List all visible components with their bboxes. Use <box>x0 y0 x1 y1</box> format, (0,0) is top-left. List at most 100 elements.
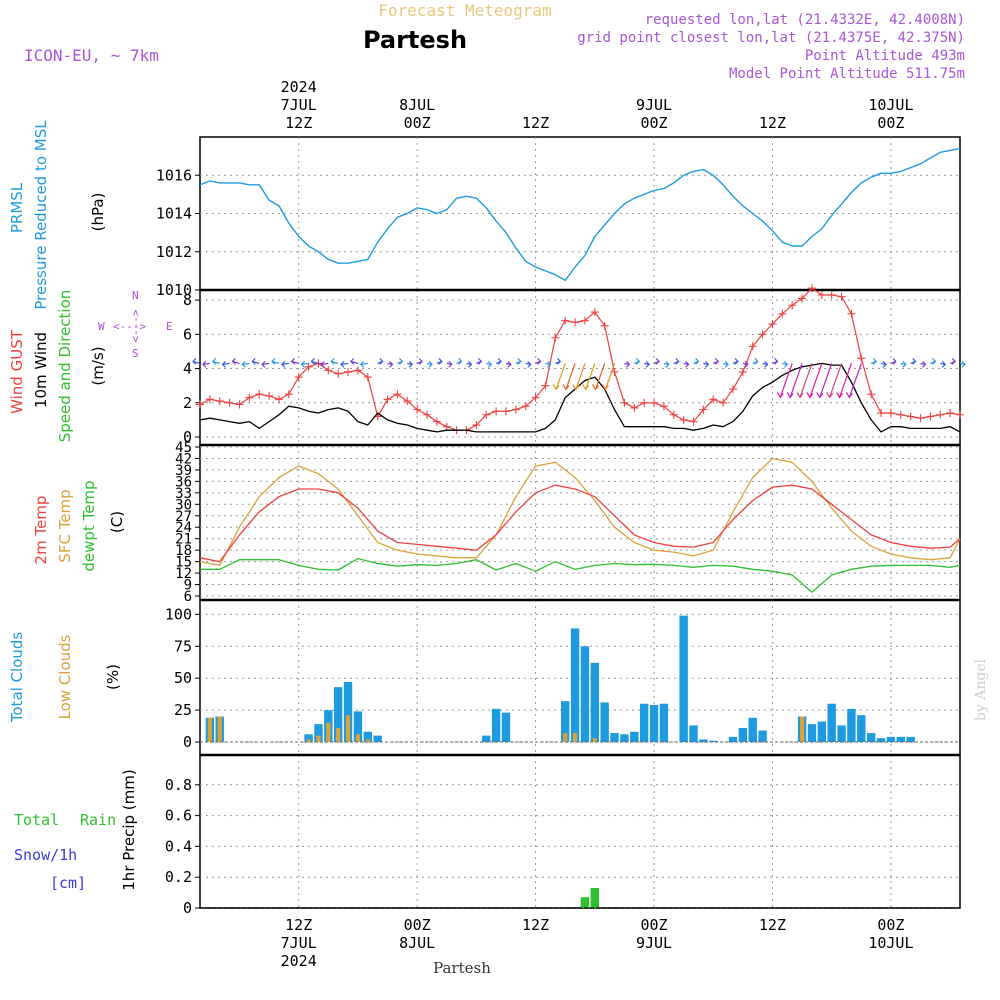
y-tick-label: 1010 <box>156 281 192 299</box>
gust-marker <box>482 410 491 419</box>
wind-direction-arrowhead <box>438 358 443 365</box>
precip-snow-label: Snow/1h <box>14 846 77 864</box>
low-cloud-bar <box>563 733 568 742</box>
top-axis-label: 12Z <box>759 114 786 132</box>
low-cloud-bar <box>217 716 222 742</box>
precip-snow-unit: [cm] <box>50 874 86 892</box>
pressure-label: PRMSL <box>8 182 26 233</box>
gust-marker <box>225 398 234 407</box>
compass-n: N <box>132 289 139 302</box>
total-cloud-bar <box>363 731 372 742</box>
wind-direction-arrow <box>232 360 240 364</box>
low-clouds-label: Low Clouds <box>56 634 74 719</box>
gust-marker <box>807 284 816 293</box>
gust-marker <box>896 410 905 419</box>
gust-marker <box>403 397 412 406</box>
wind-direction-arrowhead <box>635 358 641 365</box>
gust-marker <box>669 410 678 419</box>
wind-direction-arrowhead <box>902 361 907 368</box>
gust-marker <box>600 321 609 330</box>
top-axis-label: 10JUL <box>868 96 913 114</box>
low-cloud-bar <box>316 735 321 742</box>
gust-marker <box>531 393 540 402</box>
wind-direction-arrowhead <box>572 384 580 391</box>
wind-direction-arrowhead <box>601 384 609 391</box>
wind-direction-arrow <box>604 363 616 390</box>
gust-marker <box>709 395 718 404</box>
total-cloud-bar <box>333 687 343 742</box>
panel-frame-precip <box>199 754 961 909</box>
low-cloud-bar <box>365 739 370 742</box>
wind-direction-arrow <box>202 362 210 366</box>
wind-direction-arrow <box>799 363 813 398</box>
total-cloud-bar <box>373 735 382 742</box>
wind-direction-arrowhead <box>330 358 335 365</box>
wind-direction-arrowhead <box>836 392 844 399</box>
gust-marker <box>442 422 451 431</box>
gust-marker <box>423 410 432 419</box>
gust-marker <box>827 290 836 299</box>
gust-marker <box>738 367 747 376</box>
pressure-label: Pressure Reduced to MSL <box>32 120 50 310</box>
bottom-axis-label: 00Z <box>877 916 904 934</box>
wind-direction-arrowhead <box>626 361 631 368</box>
y-tick-label: 9 <box>184 578 192 594</box>
total-cloud-bar <box>630 731 639 742</box>
bottom-axis-label: 12Z <box>522 916 549 934</box>
low-cloud-bar <box>345 715 351 742</box>
wind-direction-arrowhead <box>552 384 560 391</box>
wind-direction-arrowhead <box>932 358 937 365</box>
wind-direction-arrowhead <box>320 361 325 368</box>
subtitle: Forecast Meteogram <box>378 1 551 20</box>
wind-direction-arrowhead <box>517 358 522 365</box>
gust-marker <box>936 410 945 419</box>
gust-marker <box>699 405 708 414</box>
gust-marker <box>344 367 353 376</box>
cloud-unit: (%) <box>104 664 122 690</box>
gust-marker <box>334 369 343 378</box>
gust-marker <box>363 373 372 382</box>
gust-marker <box>294 373 303 382</box>
wind-direction-arrowhead <box>845 392 853 399</box>
gust-marker <box>511 405 520 414</box>
wind-direction-arrow <box>779 363 793 398</box>
wind-direction-arrowhead <box>941 361 947 368</box>
gust-marker <box>580 316 589 325</box>
gust-marker <box>847 309 856 318</box>
wind-direction-arrowhead <box>734 358 739 365</box>
compass-w: W <box>98 320 105 333</box>
gust-marker <box>748 342 757 351</box>
wind-direction-arrowhead <box>300 361 305 368</box>
wind-direction-arrow <box>848 363 862 398</box>
wind-direction-arrowhead <box>882 361 887 368</box>
wind-direction-arrow <box>321 362 329 366</box>
wind-direction-arrow <box>555 363 566 390</box>
station-title: Partesh <box>363 26 467 54</box>
requested-coords: requested lon,lat (21.4332E, 42.4008N) <box>645 12 965 28</box>
y-tick-label: 0 <box>183 733 192 751</box>
bottom-axis-label: 12Z <box>285 916 312 934</box>
wind-direction-arrowhead <box>826 392 834 399</box>
wind-direction-arrowhead <box>428 361 433 368</box>
gust-marker <box>659 402 668 411</box>
bottom-axis-label: 9JUL <box>636 934 672 952</box>
point-altitude: Point Altitude 493m <box>805 48 965 64</box>
y-tick-label: 36 <box>175 474 192 490</box>
total-cloud-bar <box>649 704 659 742</box>
wind-direction-arrowhead <box>556 358 562 365</box>
gust-marker <box>284 390 293 399</box>
wind-direction-arrowhead <box>192 358 197 365</box>
gust-marker <box>245 393 254 402</box>
total-cloud-bar <box>580 646 590 742</box>
total-cloud-bar <box>689 725 698 742</box>
gust-marker <box>650 398 659 407</box>
top-axis-label: 8JUL <box>399 96 435 114</box>
wind-direction-arrowhead <box>724 361 729 368</box>
wind-direction-arrowhead <box>379 358 384 365</box>
gust-marker <box>413 405 422 414</box>
total-cloud-bar <box>639 703 649 742</box>
bottom-axis-label: 12Z <box>759 916 786 934</box>
y-tick-label: 6 <box>183 325 192 343</box>
panel-frame-temp <box>199 444 961 601</box>
wind-direction-arrow <box>281 362 289 366</box>
